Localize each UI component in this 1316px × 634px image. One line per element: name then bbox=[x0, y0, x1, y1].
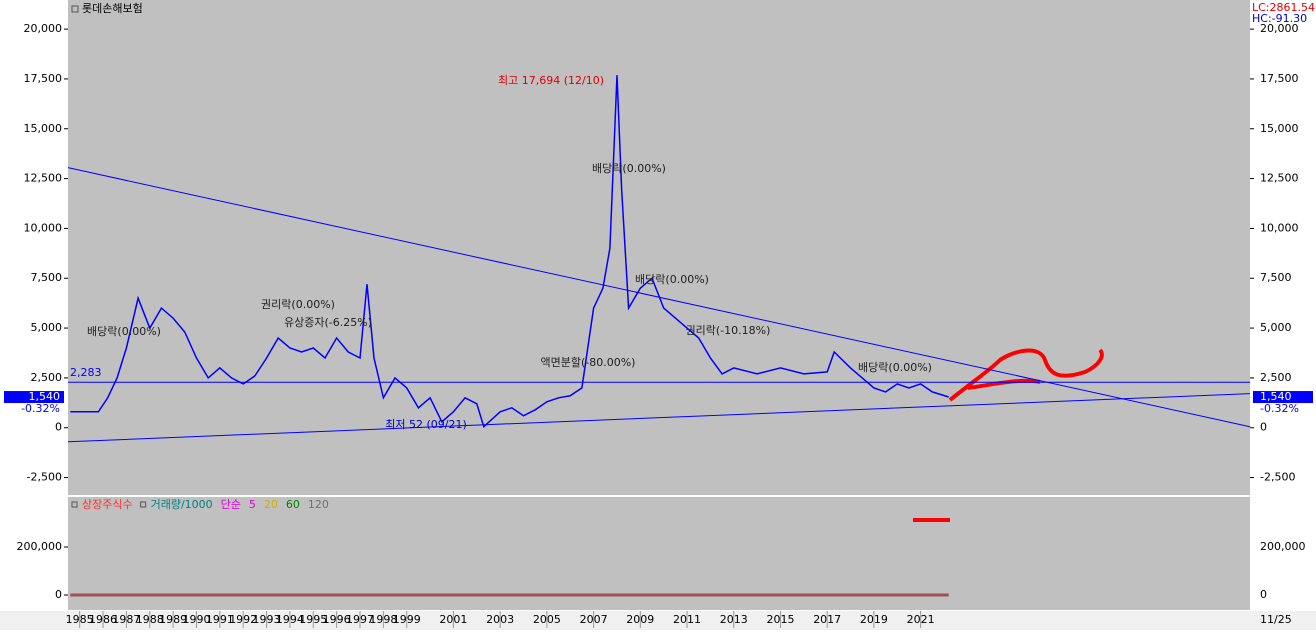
current-label: 1,540 bbox=[29, 390, 61, 403]
price-panel bbox=[68, 0, 1250, 495]
current-box bbox=[1253, 391, 1313, 404]
annotation: 액면분할(-80.00%) bbox=[541, 356, 636, 369]
legend-box bbox=[71, 501, 78, 508]
x-tick-label: 2011 bbox=[673, 613, 701, 626]
x-tick-label: 1999 bbox=[393, 613, 421, 626]
current-change: -0.32% bbox=[1260, 402, 1299, 415]
x-tick-label: 1988 bbox=[136, 613, 164, 626]
volume-y-tick-label-right: 0 bbox=[1260, 588, 1267, 601]
x-tick-label: 2009 bbox=[626, 613, 654, 626]
chart-title: 롯데손해보험 bbox=[82, 1, 143, 15]
y-tick-label: 17,500 bbox=[24, 72, 63, 85]
y-tick-label: 7,500 bbox=[31, 271, 63, 284]
x-tick-label: 1993 bbox=[253, 613, 281, 626]
x-tick-label: 1992 bbox=[229, 613, 257, 626]
y-tick-label-right: 10,000 bbox=[1260, 221, 1299, 234]
y-tick-label-right: 20,000 bbox=[1260, 22, 1299, 35]
x-tick-label: 1998 bbox=[369, 613, 397, 626]
legend-box bbox=[140, 501, 147, 508]
y-tick-label-right: 7,500 bbox=[1260, 271, 1292, 284]
annotation: 유상증자(-6.25%) bbox=[284, 316, 372, 329]
support-label: 2,283 bbox=[70, 366, 102, 379]
y-tick-label-right: 15,000 bbox=[1260, 122, 1299, 135]
y-tick-label-right: 12,500 bbox=[1260, 172, 1299, 185]
x-end-label: 11/25 bbox=[1260, 613, 1292, 626]
y-tick-label-right: 0 bbox=[1260, 421, 1267, 434]
x-tick-label: 2007 bbox=[580, 613, 608, 626]
annotation: 권리락(0.00%) bbox=[261, 298, 335, 311]
current-label: 1,540 bbox=[1260, 390, 1292, 403]
annotation: 배당락(0.00%) bbox=[592, 162, 666, 175]
x-tick-label: 2013 bbox=[720, 613, 748, 626]
y-tick-label: 2,500 bbox=[31, 371, 63, 384]
y-tick-label-right: 2,500 bbox=[1260, 371, 1292, 384]
legend-entry: 거래량/1000 bbox=[151, 498, 213, 511]
x-tick-label: 1989 bbox=[159, 613, 187, 626]
lc-label: LC:2861.54 bbox=[1252, 1, 1315, 14]
x-tick-label: 2017 bbox=[813, 613, 841, 626]
legend-entry: 60 bbox=[286, 498, 300, 511]
legend-entry: 단순 bbox=[221, 498, 241, 511]
y-tick-label-right: 5,000 bbox=[1260, 321, 1292, 334]
current-change: -0.32% bbox=[21, 402, 60, 415]
volume-y-tick-label-right: 200,000 bbox=[1260, 540, 1306, 553]
x-tick-label: 1995 bbox=[299, 613, 327, 626]
annotation: 배당락(0.00%) bbox=[858, 361, 932, 374]
annotation: 최고 17,694 (12/10) bbox=[498, 74, 604, 87]
x-tick-label: 1990 bbox=[182, 613, 210, 626]
legend-entry: 5 bbox=[249, 498, 256, 511]
x-tick-label: 2021 bbox=[907, 613, 935, 626]
annotation: 최저 52 (09/21) bbox=[385, 418, 467, 431]
x-tick-label: 2005 bbox=[533, 613, 561, 626]
x-tick-label: 2003 bbox=[486, 613, 514, 626]
current-box bbox=[4, 391, 64, 404]
legend-entry: 상장주식수 bbox=[82, 498, 133, 511]
trend-line bbox=[67, 393, 1251, 443]
legend-entry: 120 bbox=[308, 498, 329, 511]
x-tick-label: 1997 bbox=[346, 613, 374, 626]
y-tick-label-right: -2,500 bbox=[1260, 471, 1295, 484]
y-tick-label: 10,000 bbox=[24, 221, 63, 234]
y-tick-label: 12,500 bbox=[24, 172, 63, 185]
x-tick-label: 1986 bbox=[89, 613, 117, 626]
x-tick-label: 2015 bbox=[766, 613, 794, 626]
x-tick-label: 2019 bbox=[860, 613, 888, 626]
price-line bbox=[70, 75, 949, 429]
x-tick-label: 1987 bbox=[112, 613, 140, 626]
x-tick-label: 1996 bbox=[323, 613, 351, 626]
y-tick-label: 15,000 bbox=[24, 122, 63, 135]
volume-y-tick-label: 0 bbox=[55, 588, 62, 601]
y-tick-label: -2,500 bbox=[27, 471, 62, 484]
x-axis-bar bbox=[0, 611, 1316, 630]
y-tick-label: 0 bbox=[55, 421, 62, 434]
x-tick-label: 2001 bbox=[439, 613, 467, 626]
y-tick-label: 20,000 bbox=[24, 22, 63, 35]
title-box bbox=[71, 5, 79, 13]
legend-entry: 20 bbox=[264, 498, 278, 511]
x-tick-label: 1991 bbox=[206, 613, 234, 626]
annotation: 배당락(0.00%) bbox=[87, 325, 161, 338]
annotation: 권리락(-10.18%) bbox=[686, 324, 771, 337]
x-tick-label: 1985 bbox=[66, 613, 94, 626]
hc-label: HC:-91.30 bbox=[1252, 12, 1307, 25]
x-tick-label: 1994 bbox=[276, 613, 304, 626]
y-tick-label: 5,000 bbox=[31, 321, 63, 334]
y-tick-label-right: 17,500 bbox=[1260, 72, 1299, 85]
volume-y-tick-label: 200,000 bbox=[17, 540, 63, 553]
volume-panel bbox=[68, 497, 1250, 610]
annotation: 배당락(0.00%) bbox=[635, 273, 709, 286]
